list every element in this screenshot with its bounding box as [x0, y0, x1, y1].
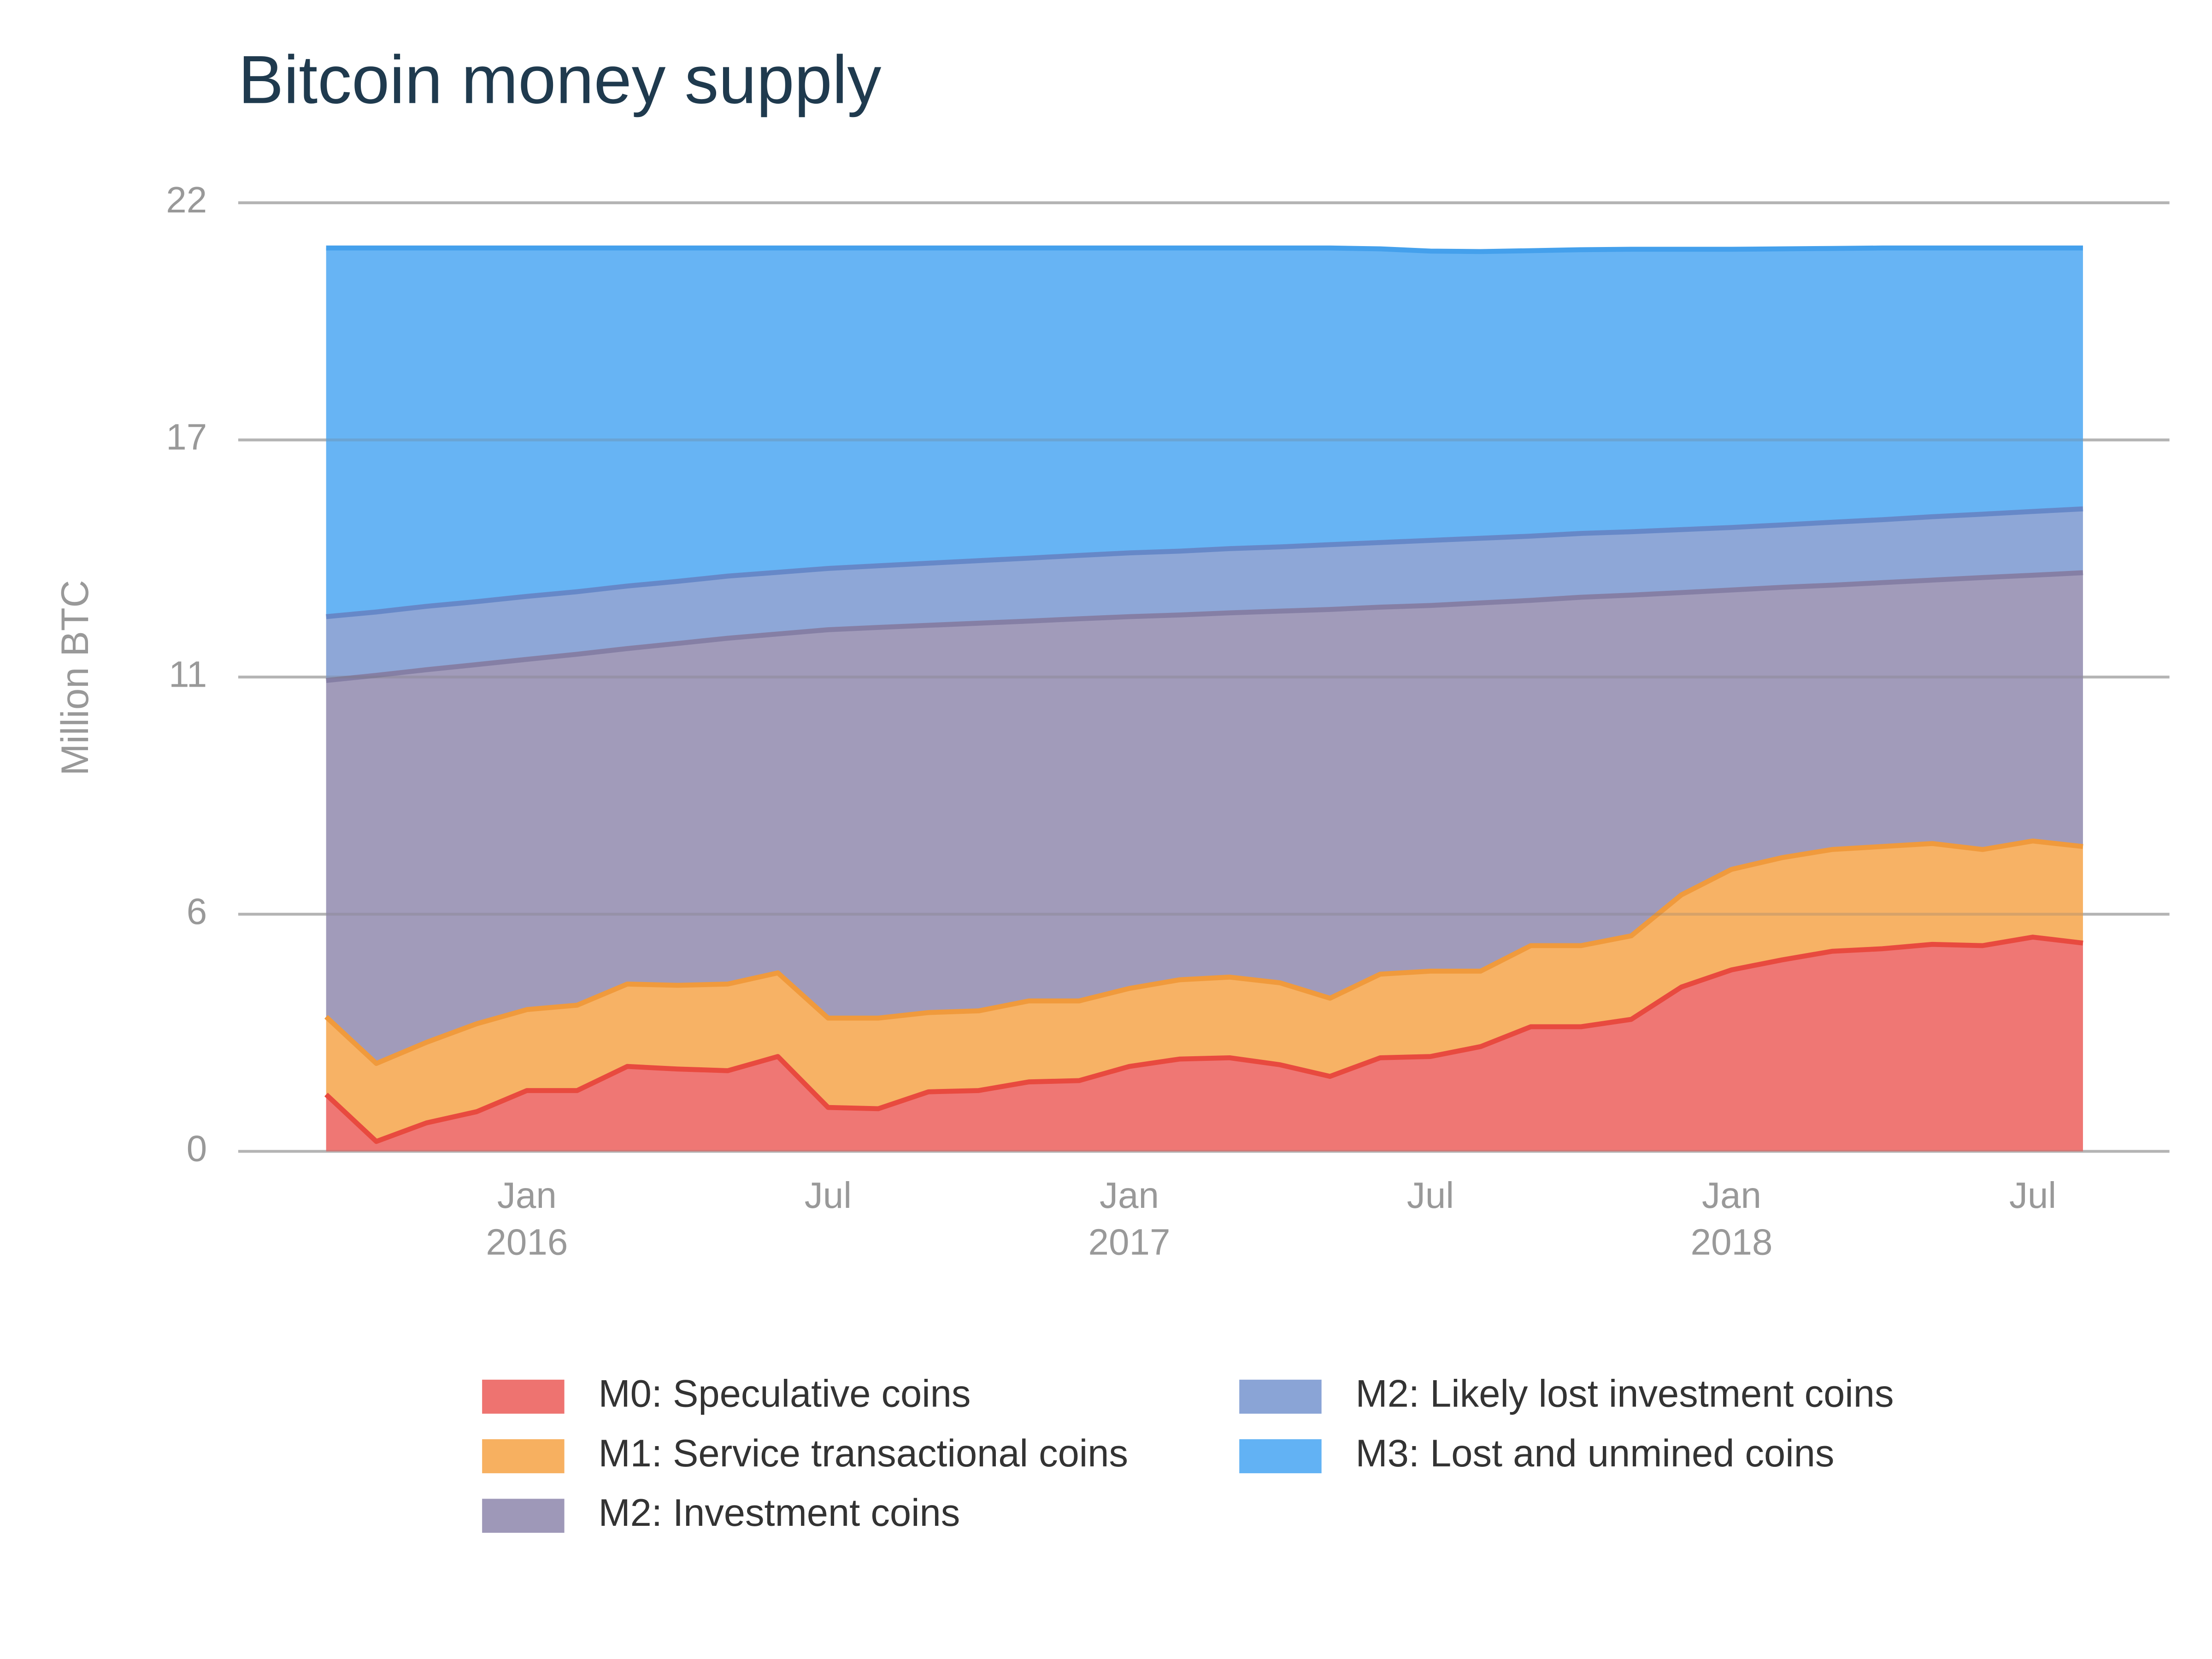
- legend-label: M0: Speculative coins: [598, 1372, 971, 1415]
- series-line: [324, 935, 2083, 1144]
- x-tick-label: Jul: [1407, 1175, 1454, 1216]
- series-line: [324, 838, 2083, 1066]
- y-tick-label: 0: [187, 1128, 207, 1169]
- y-axis-label: Million BTC: [53, 580, 96, 776]
- area-fill: [326, 841, 2083, 1141]
- x-tick-year: 2016: [486, 1222, 568, 1263]
- x-tick-label: Jan: [497, 1175, 557, 1216]
- x-tick-year: 2017: [1088, 1222, 1170, 1263]
- area-fill: [326, 509, 2083, 681]
- legend-swatch: [1239, 1439, 1322, 1473]
- x-tick-label: Jan: [1100, 1175, 1159, 1216]
- legend-swatch: [482, 1499, 565, 1533]
- series-line: [326, 570, 2083, 683]
- legend-label: M2: Likely lost investment coins: [1356, 1372, 1894, 1415]
- legend-swatch: [1239, 1379, 1322, 1414]
- x-tick-year: 2018: [1691, 1222, 1773, 1263]
- legend-swatch: [482, 1439, 565, 1473]
- legend-label: M1: Service transactional coins: [598, 1432, 1128, 1475]
- chart-title: Bitcoin money supply: [238, 42, 882, 118]
- legend-label: M2: Investment coins: [598, 1491, 960, 1534]
- legend-label: M3: Lost and unmined coins: [1356, 1432, 1835, 1475]
- y-tick-label: 6: [187, 891, 207, 932]
- area-fill: [326, 937, 2083, 1152]
- y-tick-label: 17: [166, 417, 207, 458]
- series-line: [326, 506, 2083, 619]
- area-fill: [326, 248, 2083, 617]
- y-tick-label: 11: [169, 653, 207, 694]
- area-fill: [326, 572, 2083, 1064]
- y-tick-label: 22: [166, 179, 207, 220]
- legend-swatch: [482, 1379, 565, 1414]
- series-line: [326, 245, 2083, 254]
- x-tick-label: Jul: [2009, 1175, 2056, 1216]
- x-tick-label: Jan: [1702, 1175, 1761, 1216]
- x-tick-label: Jul: [805, 1175, 852, 1216]
